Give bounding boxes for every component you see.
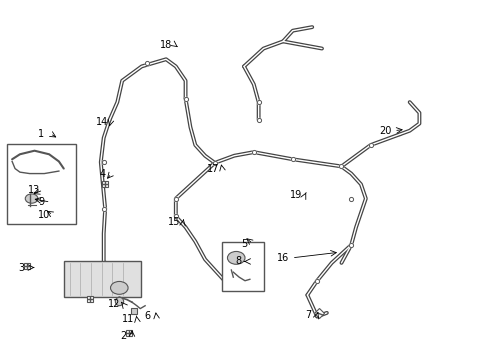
Text: 2: 2 (120, 332, 126, 342)
Circle shape (25, 194, 38, 203)
Text: 20: 20 (379, 126, 392, 136)
Text: 6: 6 (145, 311, 150, 321)
Text: 5: 5 (241, 239, 247, 249)
Bar (64, 261, 141, 297)
Text: 3: 3 (19, 262, 25, 273)
Text: 15: 15 (168, 217, 180, 227)
Text: 14: 14 (96, 117, 108, 127)
Text: 18: 18 (160, 40, 172, 50)
Circle shape (227, 251, 245, 264)
Text: 19: 19 (290, 190, 302, 200)
Text: 12: 12 (108, 299, 121, 309)
Text: 1: 1 (38, 129, 45, 139)
Text: 13: 13 (28, 185, 41, 195)
Text: 8: 8 (235, 256, 241, 266)
Text: 4: 4 (99, 168, 106, 179)
Text: 16: 16 (277, 253, 289, 263)
Text: 17: 17 (207, 163, 220, 174)
Circle shape (111, 282, 128, 294)
Bar (221, 242, 265, 292)
Bar (7, 144, 76, 224)
Text: 7: 7 (305, 310, 312, 320)
Text: 10: 10 (38, 210, 50, 220)
Text: 9: 9 (39, 197, 45, 207)
Text: 11: 11 (122, 314, 134, 324)
